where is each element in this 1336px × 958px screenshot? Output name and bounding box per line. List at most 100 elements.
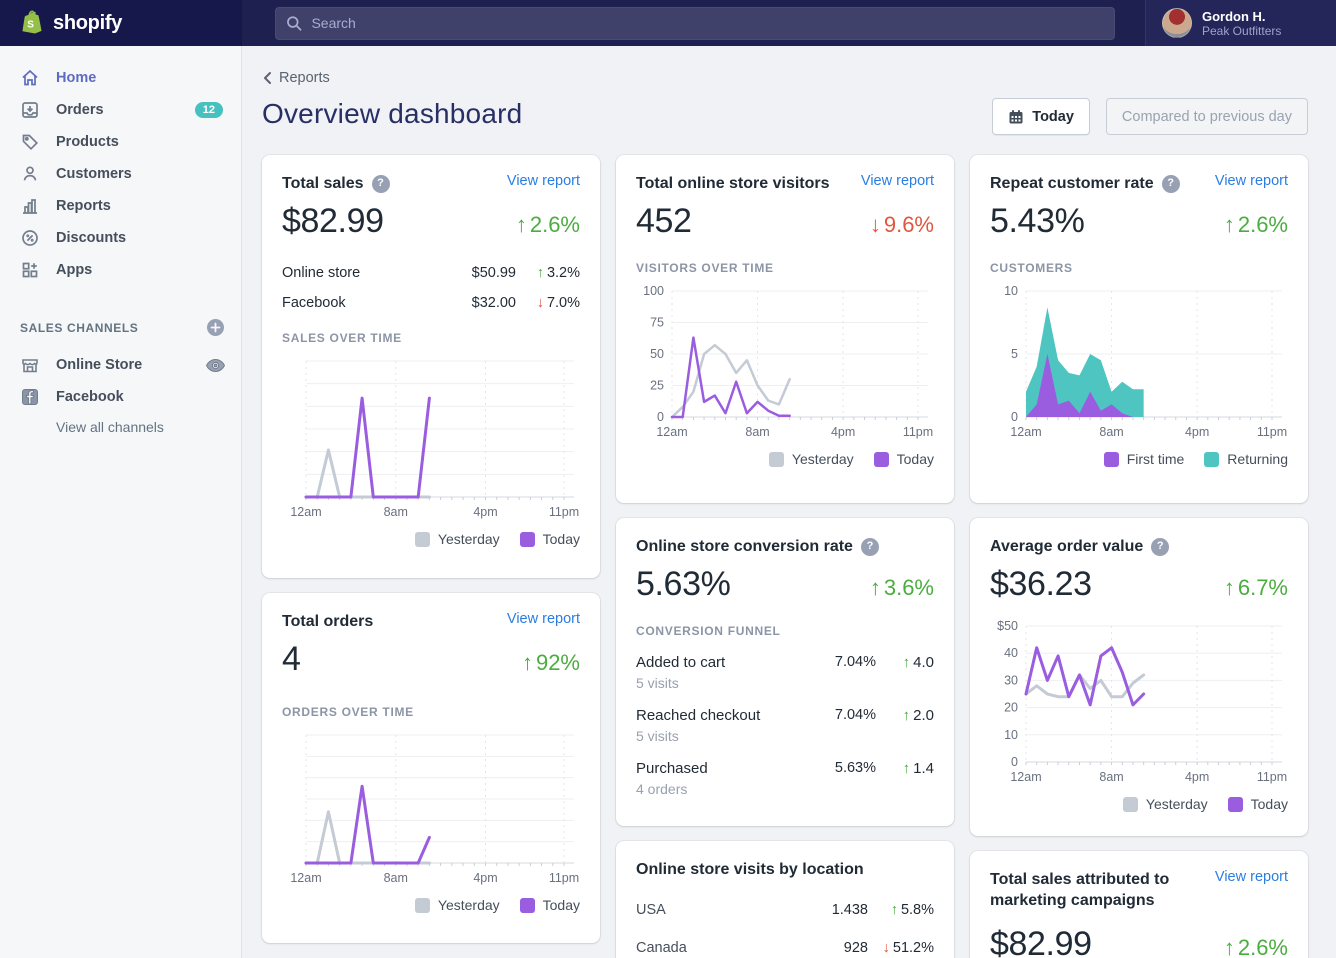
sidebar-item-label: Home [56, 70, 223, 86]
svg-text:20: 20 [1004, 701, 1018, 715]
view-report-link[interactable]: View report [1215, 869, 1288, 885]
channel-online-store[interactable]: Online Store [0, 349, 241, 381]
view-report-link[interactable]: View report [507, 173, 580, 189]
storefront-icon [20, 355, 40, 375]
arrow-up-icon: ↑ [1224, 575, 1235, 601]
svg-text:11pm: 11pm [549, 871, 579, 885]
tag-icon [20, 132, 40, 152]
chart-legend: First timeReturning [990, 451, 1288, 467]
visits-by-location-card: Online store visits by location USA 1.43… [616, 841, 954, 958]
arrow-up-icon: ↑ [516, 212, 527, 238]
search-icon [286, 15, 302, 32]
svg-text:4pm: 4pm [1185, 770, 1209, 784]
chart-legend: YesterdayToday [282, 531, 580, 547]
date-range-button[interactable]: Today [992, 98, 1090, 135]
chart-legend: YesterdayToday [990, 796, 1288, 812]
sidebar-item-discounts[interactable]: Discounts [0, 222, 241, 254]
sidebar-item-home[interactable]: Home [0, 62, 241, 94]
apps-icon [20, 260, 40, 280]
svg-text:8am: 8am [384, 505, 408, 519]
section-label: CONVERSION FUNNEL [636, 624, 934, 638]
help-icon[interactable]: ? [861, 538, 879, 556]
svg-text:100: 100 [643, 285, 664, 298]
svg-text:8am: 8am [1099, 425, 1123, 439]
section-label: ORDERS OVER TIME [282, 705, 580, 719]
sidebar-item-products[interactable]: Products [0, 126, 241, 158]
funnel-row: Reached checkout 5 visits 7.04% ↑2.0 [636, 707, 934, 744]
metric-change: ↑3.6% [870, 575, 934, 601]
sidebar-item-label: Orders [56, 102, 179, 118]
sidebar-item-orders[interactable]: Orders 12 [0, 94, 241, 126]
card-title: Average order value [990, 536, 1143, 557]
card-title: Total sales attributed to marketing camp… [990, 869, 1198, 911]
funnel-row: Added to cart 5 visits 7.04% ↑4.0 [636, 654, 934, 691]
svg-text:75: 75 [650, 316, 664, 330]
add-channel-icon[interactable] [206, 318, 225, 337]
svg-text:S: S [27, 20, 34, 31]
svg-text:25: 25 [650, 379, 664, 393]
metric-value: 5.63% [636, 565, 730, 604]
arrow-up-icon: ↑ [522, 650, 533, 676]
compare-button[interactable]: Compared to previous day [1106, 98, 1308, 135]
help-icon[interactable]: ? [1151, 538, 1169, 556]
arrow-down-icon: ↓ [883, 940, 890, 956]
repeat-customer-rate-card: Repeat customer rate ? View report 5.43%… [970, 155, 1308, 503]
view-report-link[interactable]: View report [1215, 173, 1288, 189]
svg-text:5: 5 [1011, 347, 1018, 361]
search-bar[interactable] [275, 7, 1115, 40]
search-input[interactable] [311, 15, 1104, 31]
help-icon[interactable]: ? [372, 175, 390, 193]
svg-text:40: 40 [1004, 646, 1018, 660]
marketing-sales-card: Total sales attributed to marketing camp… [970, 851, 1308, 958]
channel-label: Online Store [56, 357, 190, 373]
sidebar-item-apps[interactable]: Apps [0, 254, 241, 286]
svg-text:11pm: 11pm [903, 425, 933, 439]
view-report-link[interactable]: View report [507, 611, 580, 627]
sidebar-item-reports[interactable]: Reports [0, 190, 241, 222]
card-title: Online store visits by location [636, 859, 864, 880]
card-title: Repeat customer rate [990, 173, 1154, 194]
svg-text:4pm: 4pm [473, 505, 497, 519]
person-icon [20, 164, 40, 184]
help-icon[interactable]: ? [1162, 175, 1180, 193]
channel-facebook[interactable]: Facebook [0, 381, 241, 413]
orders-over-time-chart: 12am8am4pm11pm [282, 729, 580, 889]
sales-breakdown-row: Online store $50.99 ↑3.2% [282, 265, 580, 281]
view-report-link[interactable]: View report [861, 173, 934, 189]
user-store: Peak Outfitters [1202, 24, 1281, 38]
average-order-value-chart: $5040302010012am8am4pm11pm [990, 620, 1288, 788]
breadcrumb[interactable]: Reports [262, 70, 522, 86]
svg-text:4pm: 4pm [473, 871, 497, 885]
shopify-logo[interactable]: S shopify [0, 0, 242, 46]
svg-text:8am: 8am [745, 425, 769, 439]
card-title: Total sales [282, 173, 364, 194]
metric-value: $36.23 [990, 565, 1092, 604]
metric-change: ↑6.7% [1224, 575, 1288, 601]
arrow-up-icon: ↑ [903, 654, 911, 671]
section-label: CUSTOMERS [990, 261, 1288, 275]
home-icon [20, 68, 40, 88]
sidebar-item-customers[interactable]: Customers [0, 158, 241, 190]
shopify-wordmark: shopify [53, 12, 122, 35]
metric-value: $82.99 [990, 925, 1092, 958]
avatar [1162, 8, 1192, 38]
svg-text:11pm: 11pm [1257, 770, 1287, 784]
facebook-icon [20, 387, 40, 407]
discount-icon [20, 228, 40, 248]
main-content: Reports Overview dashboard Today Compare… [242, 46, 1336, 958]
arrow-up-icon: ↑ [891, 902, 898, 918]
total-visitors-card: Total online store visitors View report … [616, 155, 954, 503]
orders-count-badge: 12 [195, 102, 223, 118]
view-all-channels-link[interactable]: View all channels [0, 413, 241, 435]
arrow-up-icon: ↑ [1224, 935, 1235, 958]
svg-text:11pm: 11pm [549, 505, 579, 519]
location-row: USA 1.438 ↑5.8% [636, 902, 934, 918]
svg-text:10: 10 [1004, 285, 1018, 298]
section-label: VISITORS OVER TIME [636, 261, 934, 275]
sales-channels-header: SALES CHANNELS [0, 318, 241, 337]
chart-legend: YesterdayToday [282, 897, 580, 913]
card-title: Total orders [282, 611, 373, 632]
svg-text:8am: 8am [384, 871, 408, 885]
user-menu[interactable]: Gordon H. Peak Outfitters [1145, 0, 1336, 46]
eye-icon[interactable] [206, 359, 225, 372]
